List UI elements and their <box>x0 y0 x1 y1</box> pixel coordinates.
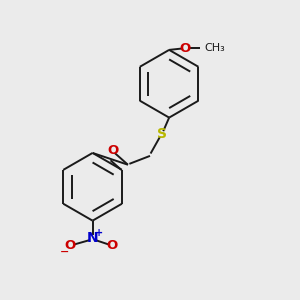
Text: N: N <box>87 231 98 245</box>
Text: S: S <box>157 127 167 141</box>
Text: +: + <box>95 228 103 238</box>
Text: O: O <box>106 239 117 252</box>
Text: CH₃: CH₃ <box>204 44 225 53</box>
Text: O: O <box>180 42 191 55</box>
Text: −: − <box>60 247 69 257</box>
Text: O: O <box>108 144 119 157</box>
Text: O: O <box>65 239 76 252</box>
